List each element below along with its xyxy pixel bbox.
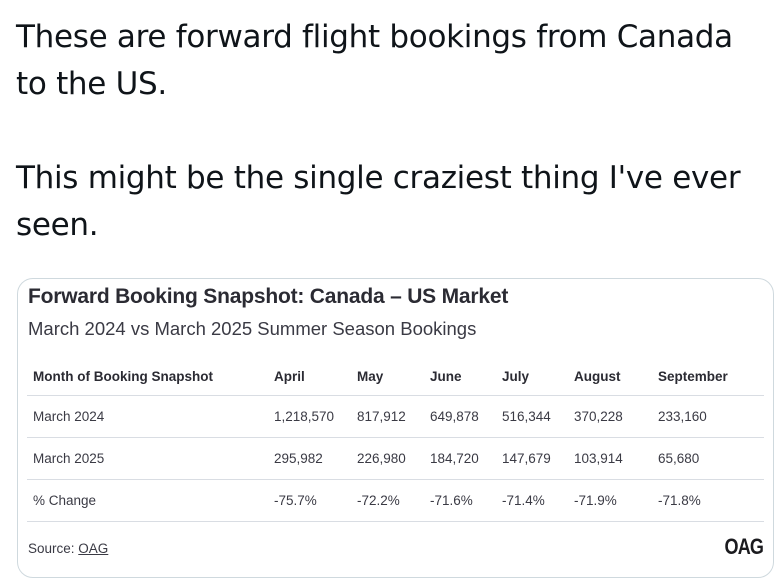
header-cell-may: May (351, 357, 424, 396)
header-cell-september: September (652, 357, 764, 396)
table-cell: March 2025 (27, 437, 268, 480)
tweet-paragraph-2: This might be the single craziest thing … (16, 160, 741, 243)
tweet-paragraph-1: These are forward flight bookings from C… (16, 19, 733, 102)
header-cell-july: July (496, 357, 568, 396)
source-label: Source: (28, 541, 79, 556)
table-cell: 516,344 (496, 395, 568, 438)
header-cell-april: April (268, 357, 351, 396)
table-cell: 184,720 (424, 437, 496, 480)
table-cell: 1,218,570 (268, 395, 351, 438)
table-cell: -75.7% (268, 479, 351, 522)
table-cell: 649,878 (424, 395, 496, 438)
media-card[interactable]: Forward Booking Snapshot: Canada – US Ma… (17, 278, 774, 578)
table-row: March 2024 1,218,570 817,912 649,878 516… (27, 395, 764, 438)
header-cell-august: August (568, 357, 652, 396)
table-row: % Change -75.7% -72.2% -71.6% -71.4% -71… (27, 479, 764, 522)
table-cell: 226,980 (351, 437, 424, 480)
table-cell: -72.2% (351, 479, 424, 522)
table-cell: 817,912 (351, 395, 424, 438)
table-cell: % Change (27, 479, 268, 522)
table-cell: 370,228 (568, 395, 652, 438)
source-link[interactable]: OAG (78, 541, 109, 556)
header-cell-label: Month of Booking Snapshot (27, 357, 268, 396)
table-cell: -71.9% (568, 479, 652, 522)
source-line: Source: OAG (28, 541, 108, 556)
header-cell-june: June (424, 357, 496, 396)
card-subtitle: March 2024 vs March 2025 Summer Season B… (28, 318, 477, 339)
table-cell: 147,679 (496, 437, 568, 480)
booking-table: Month of Booking Snapshot April May June… (27, 357, 764, 522)
oag-logo: OAG (724, 534, 763, 559)
table-cell: 103,914 (568, 437, 652, 480)
card-title: Forward Booking Snapshot: Canada – US Ma… (28, 285, 509, 308)
table-header-row: Month of Booking Snapshot April May June… (27, 357, 764, 396)
tweet-text: These are forward flight bookings from C… (16, 14, 766, 249)
table-cell: 233,160 (652, 395, 764, 438)
table-cell: -71.4% (496, 479, 568, 522)
table-cell: 295,982 (268, 437, 351, 480)
table-cell: March 2024 (27, 395, 268, 438)
table-cell: -71.6% (424, 479, 496, 522)
table-cell: 65,680 (652, 437, 764, 480)
table-row: March 2025 295,982 226,980 184,720 147,6… (27, 437, 764, 480)
table-cell: -71.8% (652, 479, 764, 522)
